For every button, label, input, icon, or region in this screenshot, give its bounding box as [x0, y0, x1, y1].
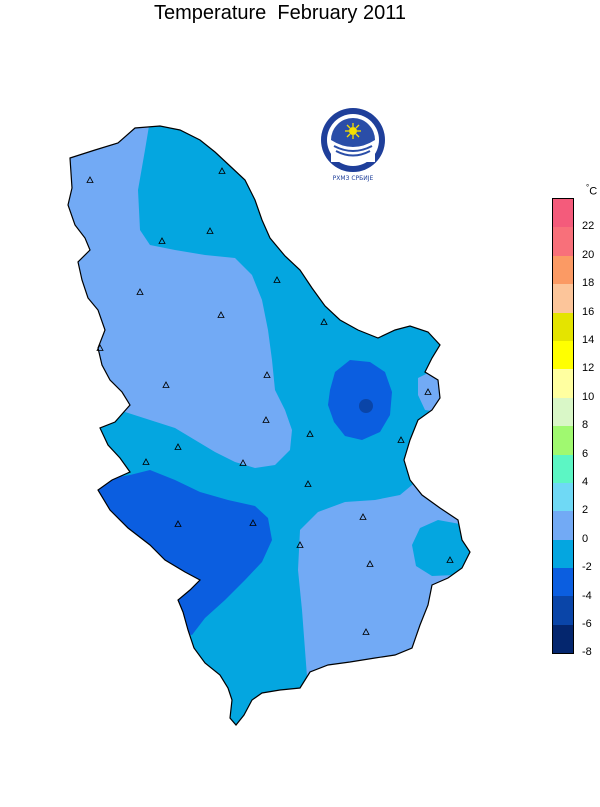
station-marker [306, 430, 314, 437]
station-marker [424, 388, 432, 395]
station-marker [262, 416, 270, 423]
zone-minus6-to-minus4-core [359, 399, 373, 413]
station-marker [218, 167, 226, 174]
legend-label: 16 [582, 305, 595, 318]
legend-label: 10 [582, 390, 595, 403]
legend-swatch [553, 312, 573, 341]
color-legend [552, 198, 574, 655]
legend-swatch [553, 255, 573, 285]
legend-label: 6 [582, 447, 589, 460]
legend-swatch [553, 482, 573, 512]
station-marker [96, 344, 104, 351]
legend-swatch [553, 340, 573, 370]
legend-swatch [553, 284, 573, 313]
legend-label: -2 [582, 561, 592, 574]
station-marker [162, 381, 170, 388]
rhmz-logo: РХМЗ СРБИЈЕ [321, 108, 385, 182]
station-marker [239, 459, 247, 466]
legend-label: -6 [582, 618, 592, 630]
legend-swatch [553, 426, 573, 455]
zone-0-to-2-southeast [298, 470, 470, 720]
legend-swatch [553, 596, 573, 625]
legend-swatch [553, 454, 573, 483]
station-marker [366, 560, 374, 567]
station-marker [136, 288, 144, 295]
station-marker [304, 480, 312, 487]
station-marker [142, 458, 150, 465]
zone-minus4-to-minus2-southwest [68, 470, 272, 635]
legend-swatch [553, 568, 573, 597]
station-marker [320, 318, 328, 325]
legend-label: 0 [582, 532, 589, 545]
station-marker [273, 276, 281, 283]
station-marker [174, 443, 182, 450]
legend-swatch [553, 397, 573, 427]
station-marker [263, 371, 271, 378]
station-marker [206, 227, 214, 234]
station-marker [217, 311, 225, 318]
station-marker [446, 556, 454, 563]
legend-swatch [553, 199, 573, 228]
legend-label: 2 [582, 504, 589, 517]
legend-swatch [553, 227, 573, 256]
station-marker [397, 436, 405, 443]
station-marker [296, 541, 304, 548]
zone-minus2-to-0-southeast-pocket [412, 520, 470, 576]
station-marker [249, 519, 257, 526]
legend-label: 14 [582, 334, 595, 346]
station-markers [86, 167, 454, 635]
legend-label: 22 [582, 220, 595, 233]
legend-swatch [553, 511, 573, 540]
unit-label: °C [586, 183, 598, 198]
legend-swatch [553, 539, 573, 569]
logo-text: РХМЗ СРБИЈЕ [333, 175, 374, 182]
legend-label: 18 [582, 277, 595, 290]
legend-label: -8 [582, 646, 592, 659]
legend-label: 12 [582, 362, 595, 375]
legend-swatch [553, 369, 573, 398]
station-marker [359, 513, 367, 520]
legend-label: -4 [582, 589, 592, 602]
legend-swatch [553, 624, 573, 654]
map-title: Temperature February 2011 [154, 2, 406, 24]
station-marker [158, 237, 166, 244]
station-marker [86, 176, 94, 183]
station-marker [362, 628, 370, 635]
legend-label: 4 [582, 476, 589, 488]
legend-label: 20 [582, 248, 595, 261]
station-marker [174, 520, 182, 527]
legend-label: 8 [582, 419, 589, 432]
zone-minus4-to-minus2-east [328, 360, 392, 440]
